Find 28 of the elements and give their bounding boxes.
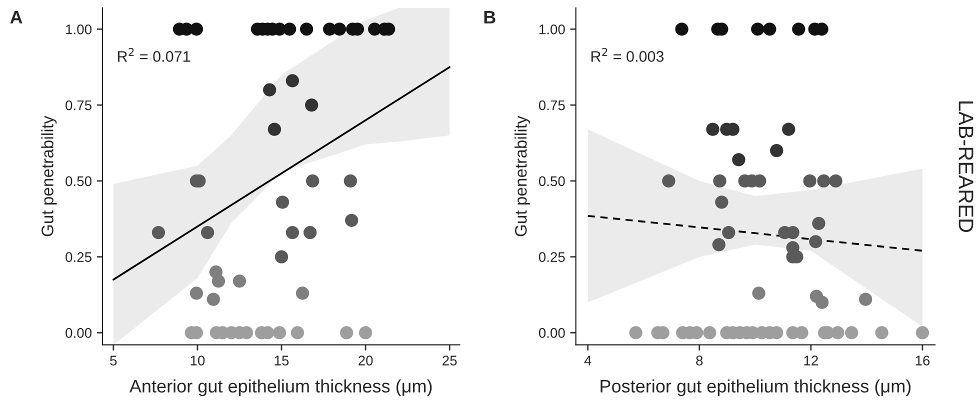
y-tick-label: 0.50 (538, 176, 565, 186)
x-tick-label: 5 (110, 356, 117, 366)
y-axis-title: Gut penetrability (41, 116, 57, 236)
x-tick-label: 20 (358, 356, 373, 366)
y-tick-label: 0.50 (66, 176, 92, 186)
x-tick-label: 8 (696, 356, 703, 366)
y-tick-label: 1.00 (539, 24, 565, 34)
x-axis-title: Posterior gut epithelium thickness (μm) (600, 379, 911, 396)
x-tick-label: 10 (190, 356, 205, 366)
y-tick-label: 1.00 (66, 24, 92, 34)
annotation: R$^{2}$ = 0.003 (591, 48, 664, 62)
x-tick-label: 4 (584, 356, 592, 366)
x-tick-label: 16 (916, 356, 930, 366)
y-tick-label: 0.75 (538, 100, 565, 110)
text: LAB-REARED (958, 102, 974, 232)
annotation: R$^{2}$ = 0.071 (118, 48, 190, 62)
x-tick-label: 12 (804, 356, 818, 366)
y-tick-label: 0.00 (538, 328, 565, 338)
x-tick-label: 25 (442, 356, 457, 366)
y-axis-title: Gut penetrability (514, 116, 530, 236)
y-tick-label: 0.75 (66, 100, 92, 110)
chart-title: B (484, 10, 496, 24)
y-tick-label: 0.25 (66, 252, 92, 262)
y-tick-label: 0.25 (538, 252, 565, 262)
chart-title: A (10, 10, 22, 24)
y-tick-label: 0.00 (66, 328, 92, 338)
x-tick-label: 15 (274, 356, 289, 366)
x-axis-title: Anterior gut epithelium thickness (μm) (129, 379, 432, 396)
